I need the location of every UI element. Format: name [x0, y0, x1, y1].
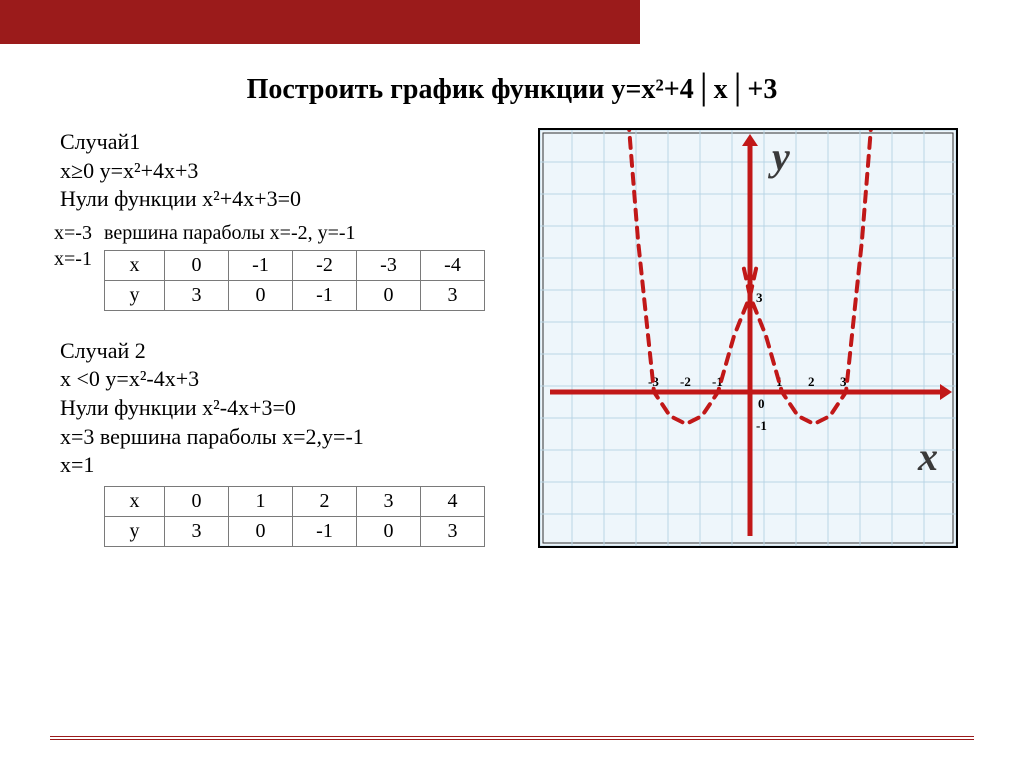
case1-zeros: Нули функции х²+4х+3=0 [60, 185, 520, 214]
case2-heading: Случай 2 [60, 337, 520, 366]
case1-heading: Случай1 [60, 128, 520, 157]
case2-zeros: Нули функции х²-4х+3=0 [60, 394, 520, 423]
svg-text:2: 2 [808, 374, 815, 389]
svg-text:y: y [768, 134, 790, 179]
case1-condition: х≥0 у=х²+4х+3 [60, 157, 520, 186]
case1-table: х 0 -1 -2 -3 -4 у 3 0 -1 0 3 [104, 250, 485, 311]
header-bar [0, 0, 640, 44]
svg-text:-2: -2 [680, 374, 691, 389]
case2-root-2: х=1 [60, 451, 520, 480]
table-header-x: х [105, 486, 165, 516]
table-cell: -1 [293, 516, 357, 546]
case1-vertex: вершина параболы х=-2, у=-1 [104, 220, 520, 246]
table-cell: 0 [229, 516, 293, 546]
table-cell: 0 [165, 250, 229, 280]
table-cell: -1 [293, 280, 357, 310]
case2-table-area: х 0 1 2 3 4 у 3 0 -1 0 3 [60, 486, 520, 547]
table-header-x: х [105, 250, 165, 280]
table-cell: 0 [229, 280, 293, 310]
table-cell: -4 [421, 250, 485, 280]
table-cell: -1 [229, 250, 293, 280]
table-cell: 2 [293, 486, 357, 516]
case2-block: Случай 2 х <0 у=х²-4х+3 Нули функции х²-… [60, 337, 520, 480]
svg-text:x: x [917, 434, 938, 479]
svg-text:3: 3 [756, 290, 763, 305]
table-cell: 3 [357, 486, 421, 516]
case2-roots-vertex: х=3 вершина параболы х=2,у=-1 [60, 423, 520, 452]
table-header-y: у [105, 516, 165, 546]
case2-condition: х <0 у=х²-4х+3 [60, 365, 520, 394]
table-cell: 1 [229, 486, 293, 516]
table-cell: -2 [293, 250, 357, 280]
case1-root-1: х=-3 [54, 220, 92, 246]
left-column: Случай1 х≥0 у=х²+4х+3 Нули функции х²+4х… [60, 128, 520, 569]
table-cell: 3 [421, 516, 485, 546]
case1-table-area: х 0 -1 -2 -3 -4 у 3 0 -1 0 3 [60, 250, 520, 311]
table-cell: 3 [421, 280, 485, 310]
table-cell: 4 [421, 486, 485, 516]
graph-svg: yx-3-2-112330-1 [540, 130, 956, 546]
table-cell: 3 [165, 516, 229, 546]
page-title: Построить график функции у=х²+4│х│+3 [0, 74, 1024, 106]
table-cell: 0 [165, 486, 229, 516]
footer-divider [50, 736, 974, 740]
table-cell: 0 [357, 516, 421, 546]
svg-text:-1: -1 [756, 418, 767, 433]
table-cell: -3 [357, 250, 421, 280]
content-area: Случай1 х≥0 у=х²+4х+3 Нули функции х²+4х… [0, 128, 1024, 569]
table-cell: 0 [357, 280, 421, 310]
table-cell: 3 [165, 280, 229, 310]
table-header-y: у [105, 280, 165, 310]
case2-table: х 0 1 2 3 4 у 3 0 -1 0 3 [104, 486, 485, 547]
graph: yx-3-2-112330-1 [538, 128, 958, 548]
svg-text:0: 0 [758, 396, 765, 411]
case1-block: Случай1 х≥0 у=х²+4х+3 Нули функции х²+4х… [60, 128, 520, 214]
